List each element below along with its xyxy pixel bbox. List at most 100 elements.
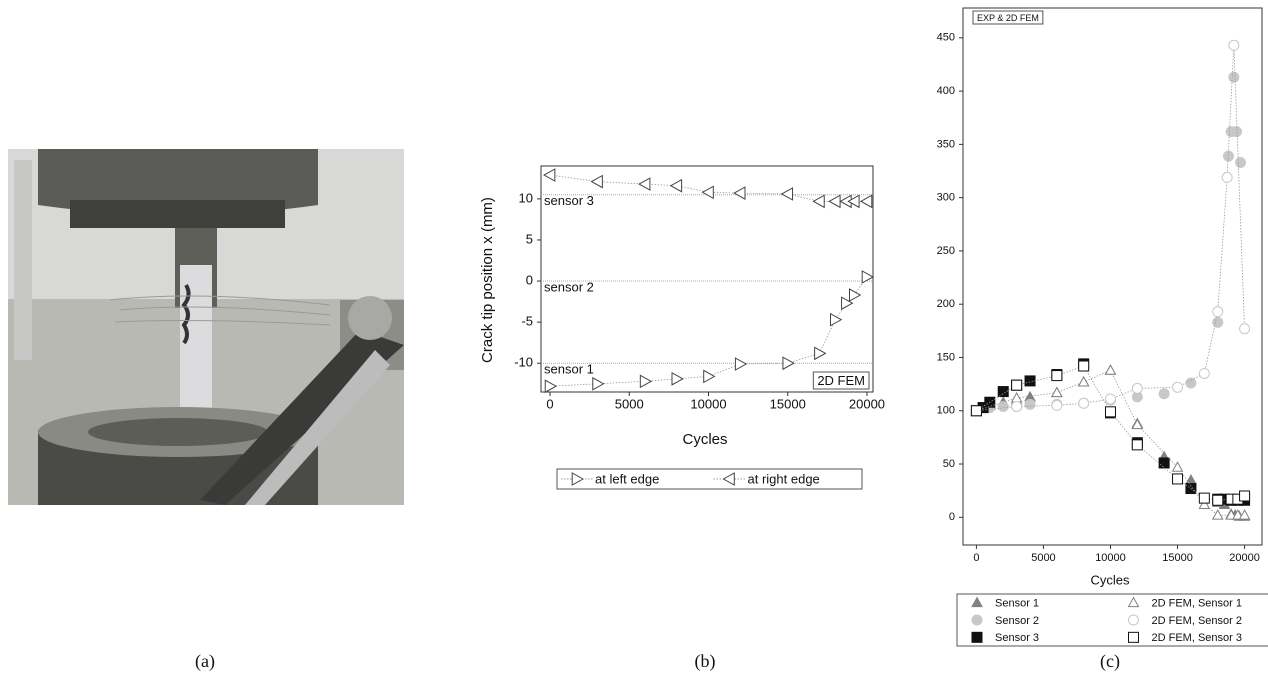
reference-label: sensor 3 (544, 193, 594, 208)
point (1131, 418, 1144, 430)
legend-box (956, 593, 1268, 647)
point (1239, 323, 1251, 335)
point (1172, 381, 1184, 393)
point (543, 168, 556, 182)
series-line (976, 369, 1245, 516)
legend-marker (1128, 631, 1139, 643)
point (829, 312, 843, 327)
point (1239, 490, 1251, 502)
point (1211, 509, 1224, 520)
y-tick-label: -10 (514, 355, 533, 370)
point (780, 187, 794, 201)
series-line (976, 45, 1245, 412)
annotation: 2D FEM (817, 373, 865, 388)
annotation-box (972, 10, 1044, 25)
point (1104, 406, 1116, 418)
x-axis-label: Cycles (1090, 572, 1130, 587)
point (1172, 473, 1184, 485)
y-tick-label: 5 (526, 231, 533, 246)
point (701, 185, 714, 200)
legend-marker (1127, 596, 1140, 608)
legend-label: at right edge (748, 471, 820, 486)
point (544, 379, 558, 394)
point (997, 386, 1009, 398)
legend-marker (971, 596, 983, 608)
point (1198, 492, 1210, 504)
point (1198, 498, 1211, 510)
point (1011, 379, 1023, 391)
point (814, 346, 827, 361)
caption: (a) (195, 651, 215, 672)
y-tick-label: -5 (521, 314, 533, 329)
point (1228, 71, 1240, 83)
y-tick-label: 250 (937, 245, 955, 257)
legend-label: 2D FEM, Sensor 2 (1152, 615, 1242, 627)
annotation-box (812, 371, 870, 390)
photo (8, 149, 404, 505)
x-tick-label: 15000 (1162, 552, 1193, 564)
point (849, 288, 862, 302)
point (1221, 171, 1233, 183)
point (590, 174, 603, 189)
point (734, 357, 748, 371)
legend-label: at left edge (595, 471, 659, 486)
point (1231, 126, 1243, 138)
point (1051, 370, 1063, 382)
point (970, 405, 982, 417)
y-tick-label: 350 (937, 138, 955, 150)
legend-label: 2D FEM, Sensor 3 (1152, 632, 1242, 644)
x-tick-label: 10000 (690, 396, 726, 411)
point (861, 270, 875, 284)
point (1078, 397, 1090, 409)
y-axis-label: Crack tip position x (mm) (479, 197, 496, 363)
point (847, 194, 860, 209)
x-tick-label: 5000 (1031, 552, 1055, 564)
point (782, 356, 795, 371)
series-line (976, 365, 1245, 501)
legend-label: Sensor 3 (995, 632, 1039, 644)
point (671, 372, 684, 386)
x-tick-label: 10000 (1095, 552, 1126, 564)
x-tick-label: 15000 (770, 396, 806, 411)
point (1051, 399, 1063, 411)
point (1235, 156, 1247, 168)
point (1228, 39, 1240, 51)
legend-label: Sensor 2 (995, 615, 1039, 627)
point (592, 376, 605, 391)
x-tick-label: 0 (546, 396, 553, 411)
point (1078, 360, 1090, 372)
y-tick-label: 300 (937, 192, 955, 204)
point (1104, 364, 1117, 375)
legend-label: 2D FEM, Sensor 1 (1152, 598, 1242, 610)
series-line (549, 174, 867, 202)
legend-marker (722, 472, 735, 486)
series-line (550, 276, 868, 387)
y-tick-label: 0 (949, 511, 955, 523)
caption: (b) (695, 651, 716, 672)
point (997, 400, 1009, 412)
y-tick-label: 150 (937, 351, 955, 363)
x-tick-label: 20000 (1229, 552, 1260, 564)
plot-frame (962, 7, 1263, 546)
point (1198, 367, 1210, 379)
annotation: EXP & 2D FEM (977, 13, 1039, 23)
x-axis-label: Cycles (682, 431, 727, 448)
y-tick-label: 100 (937, 405, 955, 417)
point (1185, 377, 1197, 389)
point (1212, 316, 1224, 328)
point (1131, 439, 1143, 451)
point (1185, 473, 1197, 485)
y-tick-label: 200 (937, 298, 955, 310)
plot-frame (540, 165, 874, 393)
point (1158, 457, 1170, 469)
x-tick-label: 20000 (849, 396, 885, 411)
point (1011, 400, 1023, 412)
legend-box (556, 468, 863, 490)
point (1024, 398, 1036, 410)
point (733, 186, 746, 200)
legend-marker (971, 614, 983, 626)
y-tick-label: 50 (943, 458, 955, 470)
caption: (c) (1100, 651, 1120, 672)
point (639, 374, 653, 389)
point (859, 194, 873, 209)
